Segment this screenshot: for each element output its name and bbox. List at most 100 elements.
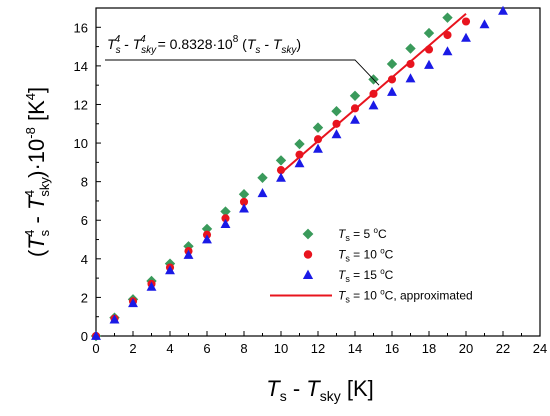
x-axis-title: Ts - Tsky [K]	[266, 376, 373, 404]
data-point	[331, 106, 342, 117]
eq-lhs1: T	[107, 36, 117, 52]
data-point	[91, 330, 101, 340]
eq-lhs1-sub: s	[116, 45, 121, 56]
x-tick-label: 18	[422, 341, 436, 356]
eq-exponent: 8	[233, 34, 239, 45]
x-tick-label: 10	[274, 341, 288, 356]
data-point	[386, 58, 398, 70]
data-point	[479, 19, 490, 29]
x-tick-label: 22	[496, 341, 510, 356]
eq-rhs1-sub: s	[255, 45, 260, 56]
data-point	[257, 172, 268, 183]
y-tick-label: 2	[81, 290, 88, 305]
y-tick-label: 0	[81, 329, 88, 344]
data-point	[183, 249, 194, 259]
data-point	[461, 32, 471, 42]
data-point	[257, 188, 268, 198]
y-tick-label: 8	[81, 175, 88, 190]
data-point	[424, 59, 434, 69]
legend-entry: Ts = 10 oC	[303, 247, 394, 264]
data-point	[276, 172, 286, 182]
x-tick-label: 6	[203, 341, 210, 356]
data-point	[423, 27, 435, 39]
eq-lhs2-sub: sky	[141, 45, 157, 56]
data-point	[202, 234, 212, 244]
x-tick-label: 0	[92, 341, 99, 356]
data-point	[295, 150, 304, 159]
x-tick-label: 4	[166, 341, 173, 356]
eq-rhs2-sub: sky	[281, 45, 297, 56]
y-tick-label: 16	[74, 20, 88, 35]
legend-entry: Ts = 15 oC	[302, 267, 394, 284]
data-point	[238, 188, 250, 200]
legend-label: Ts = 10 oC	[338, 247, 394, 264]
eq-coefficient: = 0.8328·10	[154, 36, 233, 52]
data-point	[406, 59, 415, 69]
data-point	[146, 281, 157, 291]
x-tick-label: 24	[533, 341, 547, 356]
data-point	[442, 12, 453, 23]
legend-entry: Ts = 5 oC	[302, 226, 387, 243]
data-point	[275, 155, 287, 166]
data-point	[368, 100, 379, 110]
eq-lhs2-sup: 4	[140, 34, 146, 45]
data-point	[294, 138, 305, 150]
data-point	[294, 158, 305, 168]
data-point	[109, 314, 120, 324]
x-tick-label: 20	[459, 341, 473, 356]
data-point	[165, 265, 175, 275]
y-tick-label: 12	[74, 97, 88, 112]
legend-marker	[302, 269, 314, 280]
eq-rhs1: T	[247, 36, 257, 52]
data-point	[332, 119, 341, 128]
data-point	[350, 114, 360, 124]
data-point	[443, 30, 452, 40]
data-point	[201, 223, 213, 235]
data-point	[387, 75, 397, 84]
data-point	[442, 46, 453, 56]
x-tick-label: 2	[129, 341, 136, 356]
data-point	[331, 129, 342, 139]
data-point	[239, 203, 249, 213]
eq-rhs-minus: -	[260, 36, 272, 52]
data-point	[350, 104, 360, 113]
data-point	[220, 218, 231, 228]
x-tick-label: 14	[348, 341, 362, 356]
y-tick-label: 10	[74, 136, 88, 151]
x-tick-label: 12	[311, 341, 325, 356]
eq-rhs2: T	[273, 36, 283, 52]
eq-close: )	[296, 36, 301, 52]
data-point	[405, 73, 416, 83]
y-tick-label: 14	[74, 59, 88, 74]
y-axis-title: (Ts4 - Tsky4)·10-8 [K4]	[22, 87, 52, 257]
y-tick-label: 4	[81, 252, 88, 267]
data-point	[387, 86, 397, 96]
data-point	[424, 45, 434, 54]
data-point	[239, 197, 249, 206]
x-tick-label: 8	[240, 341, 247, 356]
legend-label: Ts = 5 oC	[338, 226, 387, 243]
data-point	[461, 17, 471, 26]
eq-lhs1-sup: 4	[115, 34, 121, 45]
data-point	[128, 298, 138, 308]
legend-marker	[302, 228, 314, 240]
data-point	[369, 89, 378, 98]
legend-entry: Ts = 10 oC, approximated	[270, 288, 473, 305]
y-tick-label: 6	[81, 213, 88, 228]
data-point	[313, 135, 323, 144]
annotation-pointer	[105, 59, 380, 86]
series-3	[91, 5, 508, 340]
data-point	[312, 122, 324, 133]
eq-lhs2: T	[133, 36, 143, 52]
eq-open: (	[238, 36, 247, 52]
data-point	[183, 241, 194, 252]
data-point	[276, 166, 286, 175]
legend-label: Ts = 15 oC	[338, 267, 394, 284]
eq-minus: -	[120, 36, 132, 52]
x-tick-label: 16	[385, 341, 399, 356]
data-point	[221, 214, 230, 223]
legend-marker	[303, 250, 313, 259]
data-point	[405, 43, 416, 54]
data-point	[313, 143, 323, 153]
